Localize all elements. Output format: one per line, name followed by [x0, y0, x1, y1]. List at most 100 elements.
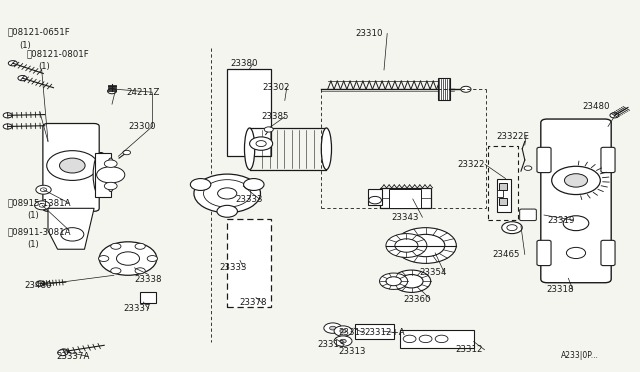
- FancyBboxPatch shape: [601, 147, 615, 173]
- Circle shape: [135, 243, 145, 249]
- Text: 23318: 23318: [547, 285, 574, 294]
- Text: Ⓜ08915-1381A: Ⓜ08915-1381A: [8, 199, 71, 208]
- Circle shape: [419, 335, 432, 343]
- Text: 23343: 23343: [392, 213, 419, 222]
- Text: (1): (1): [27, 211, 38, 220]
- Text: 23312+A: 23312+A: [365, 328, 405, 337]
- Bar: [497, 190, 503, 197]
- Text: 23480: 23480: [582, 102, 610, 111]
- Circle shape: [3, 113, 12, 118]
- Circle shape: [116, 252, 140, 265]
- Text: 23378: 23378: [239, 298, 267, 307]
- Text: 23337: 23337: [123, 304, 150, 313]
- Circle shape: [111, 268, 121, 274]
- Circle shape: [35, 201, 50, 210]
- Circle shape: [58, 350, 68, 356]
- Bar: [355, 324, 394, 339]
- Circle shape: [194, 174, 260, 213]
- FancyBboxPatch shape: [537, 240, 551, 266]
- Circle shape: [563, 216, 589, 231]
- Circle shape: [18, 76, 27, 81]
- Circle shape: [111, 243, 121, 249]
- Circle shape: [461, 86, 471, 92]
- Circle shape: [99, 256, 109, 262]
- Text: 23480: 23480: [24, 281, 52, 290]
- Text: 23300: 23300: [128, 122, 156, 131]
- Bar: [499, 183, 507, 190]
- Circle shape: [147, 256, 157, 262]
- Circle shape: [507, 225, 517, 231]
- Circle shape: [40, 188, 47, 192]
- Circle shape: [47, 151, 98, 180]
- Circle shape: [60, 349, 68, 354]
- Circle shape: [400, 275, 423, 288]
- Bar: [488, 146, 518, 220]
- Text: 23337A: 23337A: [56, 352, 90, 361]
- Text: (1): (1): [27, 240, 38, 248]
- Text: 24211Z: 24211Z: [127, 88, 160, 97]
- Ellipse shape: [93, 153, 109, 197]
- Polygon shape: [48, 208, 94, 249]
- Circle shape: [340, 329, 346, 333]
- Text: 23338: 23338: [134, 275, 162, 284]
- Circle shape: [395, 228, 456, 263]
- Circle shape: [39, 203, 45, 207]
- Circle shape: [380, 273, 408, 289]
- Circle shape: [330, 326, 336, 330]
- Text: 23360: 23360: [403, 295, 431, 304]
- Text: 23319: 23319: [548, 216, 575, 225]
- Text: 23312: 23312: [456, 345, 483, 354]
- Circle shape: [217, 205, 237, 217]
- Circle shape: [610, 113, 619, 118]
- Circle shape: [250, 137, 273, 150]
- Text: 23322E: 23322E: [497, 132, 530, 141]
- Text: 23380: 23380: [230, 60, 258, 68]
- Bar: [438, 78, 450, 100]
- Circle shape: [123, 150, 131, 155]
- Circle shape: [386, 277, 401, 286]
- Circle shape: [204, 180, 251, 207]
- Ellipse shape: [106, 158, 115, 192]
- Circle shape: [334, 326, 352, 336]
- Circle shape: [104, 160, 117, 167]
- Text: Ⓑ08121-0651F: Ⓑ08121-0651F: [8, 27, 70, 36]
- FancyBboxPatch shape: [541, 119, 611, 283]
- Text: 23354: 23354: [419, 268, 447, 277]
- Text: 23385: 23385: [261, 112, 289, 121]
- Circle shape: [36, 281, 45, 286]
- Bar: [227, 69, 271, 156]
- Ellipse shape: [244, 128, 255, 170]
- Circle shape: [395, 239, 418, 252]
- Circle shape: [566, 247, 586, 259]
- Bar: [499, 198, 507, 205]
- Circle shape: [392, 270, 431, 292]
- Circle shape: [386, 234, 427, 257]
- Circle shape: [435, 335, 448, 343]
- Text: 23313: 23313: [317, 340, 345, 349]
- Circle shape: [264, 127, 273, 132]
- Text: 23333: 23333: [236, 195, 263, 204]
- Circle shape: [406, 234, 445, 257]
- FancyBboxPatch shape: [43, 124, 99, 211]
- Text: 23302: 23302: [262, 83, 290, 92]
- Circle shape: [108, 89, 116, 94]
- Circle shape: [244, 179, 264, 190]
- Circle shape: [256, 141, 266, 147]
- Circle shape: [104, 182, 117, 190]
- FancyBboxPatch shape: [601, 240, 615, 266]
- Circle shape: [61, 228, 84, 241]
- Text: Ⓝ08911-3081A: Ⓝ08911-3081A: [8, 227, 71, 236]
- Circle shape: [564, 174, 588, 187]
- Circle shape: [524, 166, 532, 170]
- Bar: [95, 153, 111, 197]
- Text: Ⓑ08121-0801F: Ⓑ08121-0801F: [27, 49, 90, 58]
- Text: 23313: 23313: [338, 347, 365, 356]
- Circle shape: [3, 124, 12, 129]
- Circle shape: [135, 268, 145, 274]
- Text: 23310: 23310: [356, 29, 383, 38]
- Circle shape: [502, 222, 522, 234]
- Circle shape: [190, 179, 211, 190]
- FancyBboxPatch shape: [520, 209, 536, 221]
- Ellipse shape: [321, 128, 332, 170]
- Text: 23465: 23465: [493, 250, 520, 259]
